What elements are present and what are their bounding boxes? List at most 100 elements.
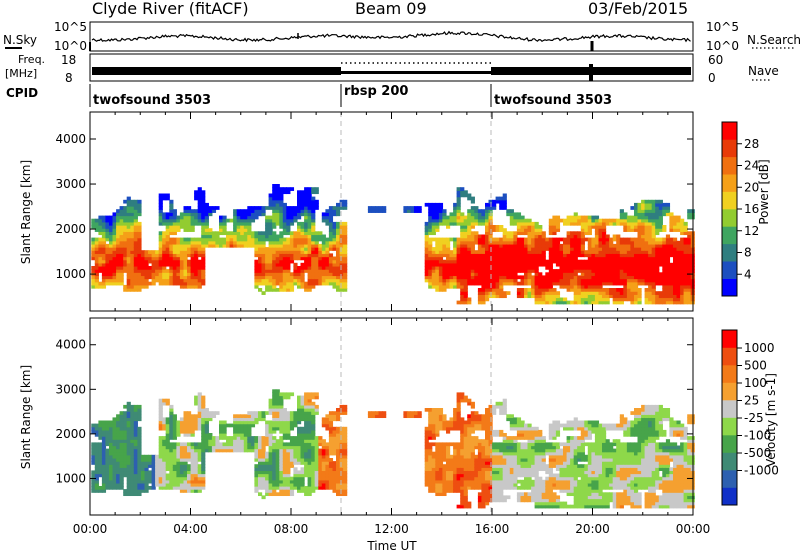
heatmap-cell	[495, 250, 500, 254]
heatmap-cell	[318, 231, 323, 236]
heatmap-cell	[286, 445, 291, 450]
heatmap-cell	[240, 240, 245, 245]
heatmap-cell	[275, 401, 280, 406]
heatmap-cell	[275, 467, 280, 472]
heatmap-cell	[126, 414, 131, 419]
heatmap-cell	[634, 240, 639, 245]
heatmap-cell	[531, 275, 536, 280]
heatmap-cell	[467, 231, 472, 236]
heatmap-cell	[268, 470, 273, 475]
heatmap-cell	[431, 272, 436, 277]
heatmap-cell	[148, 470, 153, 475]
heatmap-cell	[116, 243, 121, 248]
heatmap-cell	[527, 259, 532, 264]
heatmap-cell	[630, 269, 635, 273]
heatmap-cell	[165, 281, 170, 286]
heatmap-cell	[258, 448, 263, 453]
heatmap-cell	[626, 250, 632, 254]
heatmap-cell	[158, 281, 163, 286]
heatmap-cell	[265, 288, 270, 292]
heatmap-cell	[616, 294, 621, 299]
heatmap-cell	[169, 259, 174, 264]
heatmap-cell	[272, 392, 277, 397]
heatmap-cell	[179, 253, 185, 258]
heatmap-cell	[101, 433, 107, 437]
heatmap-cell	[307, 417, 312, 422]
heatmap-cell	[641, 228, 646, 232]
heatmap-cell	[573, 250, 578, 254]
heatmap-cell	[226, 243, 231, 248]
heatmap-cell	[268, 240, 273, 245]
heatmap-cell	[453, 202, 458, 207]
heatmap-cell	[332, 429, 337, 434]
heatmap-cell	[325, 445, 330, 450]
heatmap-cell	[304, 243, 309, 248]
heatmap-cell	[616, 240, 621, 245]
heatmap-cell	[307, 272, 312, 277]
heatmap-cell	[602, 281, 607, 286]
heatmap-cell	[339, 486, 344, 490]
heatmap-cell	[272, 272, 277, 277]
nave-tick-top: 60	[708, 53, 723, 67]
heatmap-cell	[609, 281, 614, 286]
heatmap-cell	[481, 297, 486, 302]
heatmap-cell	[580, 288, 585, 292]
heatmap-cell	[144, 262, 149, 267]
heatmap-cell	[470, 196, 475, 201]
heatmap-cell	[254, 281, 259, 286]
heatmap-cell	[286, 225, 291, 229]
heatmap-cell	[332, 278, 337, 283]
heatmap-cell	[548, 225, 553, 229]
heatmap-cell	[481, 256, 486, 261]
heatmap-cell	[314, 482, 319, 487]
heatmap-cell	[612, 266, 617, 270]
heatmap-cell	[109, 275, 114, 280]
heatmap-cell	[201, 228, 206, 232]
heatmap-cell	[680, 275, 685, 280]
heatmap-cell	[598, 281, 603, 286]
heatmap-cell	[165, 448, 170, 453]
heatmap-cell	[541, 288, 546, 292]
heatmap-cell	[321, 417, 326, 422]
heatmap-cell	[587, 228, 592, 232]
heatmap-cell	[197, 243, 202, 248]
heatmap-cell	[293, 275, 298, 280]
heatmap-cell	[172, 231, 177, 236]
heatmap-cell	[219, 215, 224, 220]
heatmap-cell	[243, 448, 248, 453]
heatmap-cell	[165, 417, 170, 422]
heatmap-cell	[591, 225, 596, 229]
heatmap-cell	[648, 297, 653, 302]
heatmap-cell	[98, 467, 103, 472]
heatmap-cell	[307, 288, 312, 292]
heatmap-cell	[683, 253, 688, 258]
heatmap-cell	[343, 228, 348, 232]
heatmap-cell	[328, 414, 334, 419]
heatmap-cell	[148, 479, 153, 484]
heatmap-cell	[644, 272, 649, 277]
heatmap-cell	[201, 473, 206, 478]
heatmap-cell	[282, 228, 287, 232]
heatmap-cell	[545, 291, 550, 295]
heatmap-cell	[619, 218, 624, 223]
heatmap-cell	[293, 467, 298, 472]
heatmap-cell	[137, 476, 142, 481]
heatmap-cell	[524, 275, 529, 280]
heatmap-cell	[169, 464, 174, 468]
heatmap-cell	[616, 218, 621, 223]
heatmap-cell	[116, 221, 121, 226]
heatmap-cell	[683, 256, 688, 261]
heatmap-cell	[272, 190, 277, 195]
heatmap-cell	[201, 433, 206, 437]
heatmap-cell	[176, 442, 181, 447]
heatmap-cell	[644, 291, 649, 295]
heatmap-cell	[318, 486, 323, 490]
heatmap-cell	[190, 284, 195, 289]
heatmap-cell	[112, 215, 117, 220]
heatmap-cell	[665, 281, 671, 286]
nsky-panel: N.Sky 10^5 10^0 10^5 10^0 N.Search	[3, 20, 800, 53]
heatmap-cell	[343, 250, 348, 254]
heatmap-cell	[311, 190, 316, 195]
heatmap-cell	[169, 433, 174, 437]
heatmap-cell	[94, 218, 99, 223]
